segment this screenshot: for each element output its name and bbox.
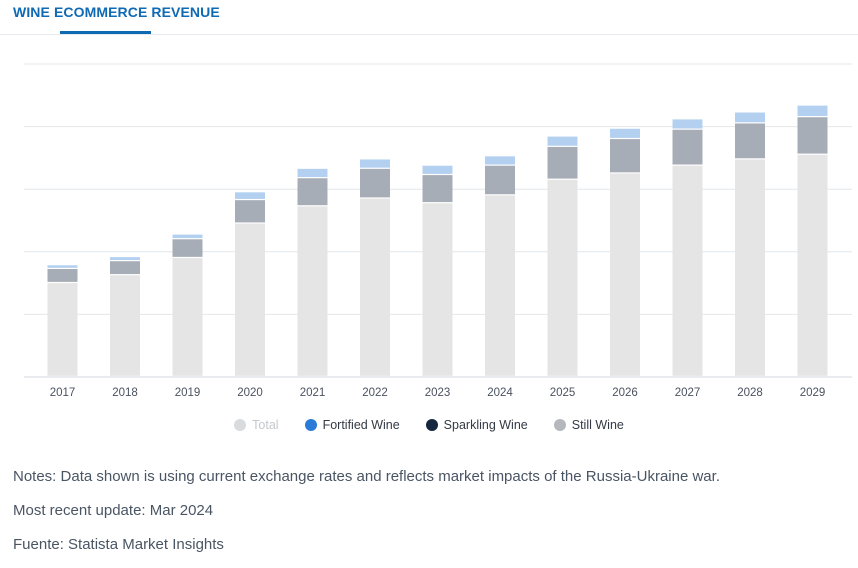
x-tick-label: 2019 (175, 387, 201, 399)
legend-dot-total (234, 419, 247, 431)
bar-segment-fortified-wine (47, 265, 78, 268)
legend-label-still-wine: Still Wine (571, 418, 624, 432)
legend-item-fortified-wine[interactable]: Fortified Wine (304, 418, 400, 432)
bar-segment-total (672, 165, 703, 376)
legend-dot-still-wine (553, 419, 566, 431)
notes-recent-update: Most recent update: Mar 2024 (13, 502, 214, 519)
bar-segment-still-wine (360, 168, 390, 198)
x-tick-label: 2018 (112, 387, 138, 399)
bar-segment-fortified-wine (485, 156, 515, 165)
x-tick-label: 2020 (237, 387, 263, 399)
notes-exchange-rates: Notes: Data shown is using current excha… (13, 468, 720, 485)
x-tick-label: 2026 (612, 387, 638, 399)
x-tick-label: 2028 (737, 387, 763, 399)
bar-segment-fortified-wine (110, 257, 140, 260)
bar-segment-still-wine (172, 239, 203, 257)
bar-segment-fortified-wine (360, 159, 390, 168)
bar-segment-total (297, 206, 328, 376)
x-tick-label: 2017 (50, 387, 76, 399)
bar-segment-total (547, 179, 578, 376)
bar-segment-total (735, 159, 765, 376)
bar-segment-fortified-wine (672, 119, 703, 129)
legend-item-sparkling-wine[interactable]: Sparkling Wine (425, 418, 528, 432)
bar-segment-still-wine (235, 200, 265, 223)
bar-segment-total (797, 154, 828, 376)
bar-segment-still-wine (797, 117, 828, 154)
bar-segment-total (610, 173, 640, 376)
bar-segment-still-wine (47, 269, 78, 282)
bar-segment-total (360, 198, 390, 376)
x-tick-label: 2025 (550, 387, 576, 399)
chart-notes: Notes: Data shown is using current excha… (13, 466, 853, 568)
bar-segment-still-wine (547, 146, 578, 179)
bar-segment-fortified-wine (422, 165, 453, 174)
legend-item-total[interactable]: Total (234, 418, 279, 432)
bar-segment-still-wine (422, 175, 453, 203)
bar-segment-fortified-wine (235, 192, 265, 199)
bar-segment-fortified-wine (797, 105, 828, 117)
bar-segment-fortified-wine (297, 168, 328, 178)
bar-segment-still-wine (735, 123, 765, 159)
legend-label-sparkling-wine: Sparkling Wine (443, 418, 528, 432)
bar-segment-fortified-wine (172, 234, 203, 239)
bar-segment-fortified-wine (735, 112, 765, 123)
legend-item-still-wine[interactable]: Still Wine (553, 418, 624, 432)
bar-segment-total (110, 275, 140, 376)
x-tick-label: 2027 (675, 387, 701, 399)
bar-segment-still-wine (485, 165, 515, 195)
bar-segment-total (485, 195, 515, 376)
legend-dot-sparkling-wine (425, 419, 438, 431)
bar-segment-total (422, 203, 453, 376)
bar-segment-fortified-wine (610, 128, 640, 138)
bar-segment-total (172, 258, 203, 376)
x-tick-label: 2024 (487, 387, 513, 399)
active-tab-underline (60, 31, 151, 34)
revenue-bar-chart: 2017 2018 2019 2020 2021 2022 2023 2024 2025 2026… (24, 63, 852, 399)
notes-source: Fuente: Statista Market Insights (13, 536, 224, 553)
bar-segment-fortified-wine (547, 136, 578, 146)
tab-header: WINE ECOMMERCE REVENUE (0, 0, 858, 35)
x-tick-label: 2022 (362, 387, 388, 399)
x-tick-label: 2021 (300, 387, 326, 399)
bar-segment-total (235, 223, 265, 376)
x-tick-label: 2029 (800, 387, 826, 399)
bar-segment-still-wine (110, 261, 140, 275)
legend-dot-fortified-wine (304, 419, 317, 431)
bar-segment-total (47, 283, 78, 376)
legend-label-total: Total (252, 418, 279, 432)
bar-segment-still-wine (297, 178, 328, 206)
chart-legend: Total Fortified Wine Sparkling Wine Stil… (0, 414, 858, 436)
chart-tab-title[interactable]: WINE ECOMMERCE REVENUE (13, 4, 220, 20)
bar-segment-still-wine (672, 129, 703, 165)
legend-label-fortified-wine: Fortified Wine (322, 418, 400, 432)
x-tick-label: 2023 (425, 387, 451, 399)
bar-segment-still-wine (610, 139, 640, 173)
